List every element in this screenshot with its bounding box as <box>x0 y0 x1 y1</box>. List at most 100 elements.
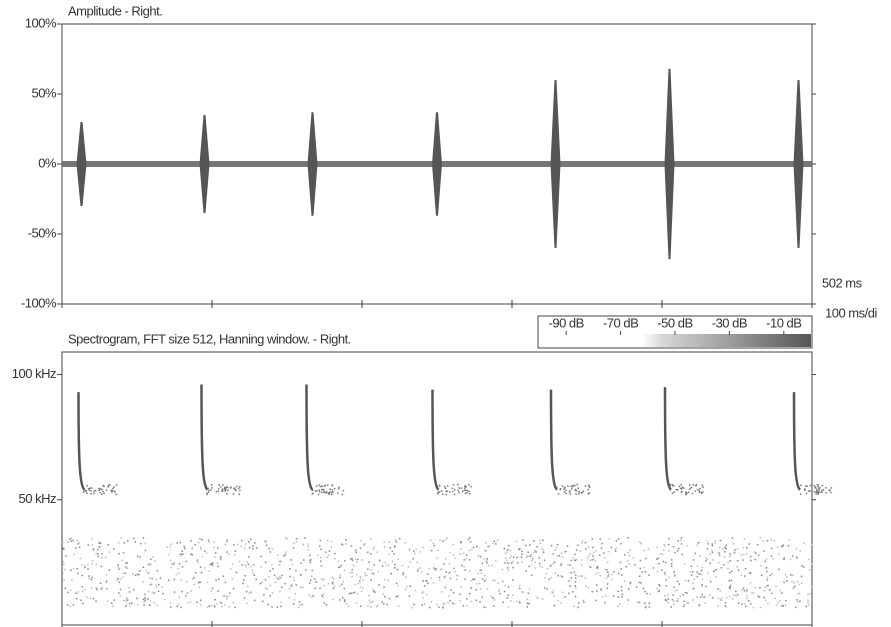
noise-speck <box>621 574 623 576</box>
noise-speck <box>760 565 762 567</box>
noise-speck <box>670 606 672 608</box>
noise-speck <box>384 546 386 548</box>
noise-speck <box>508 545 510 547</box>
noise-speck <box>193 584 195 586</box>
noise-speck <box>705 560 707 562</box>
noise-speck <box>430 540 432 542</box>
noise-speck <box>233 588 235 590</box>
noise-speck <box>502 602 504 604</box>
call-echo <box>695 491 697 493</box>
noise-speck <box>233 544 235 546</box>
noise-speck <box>117 578 119 580</box>
call-echo <box>815 486 817 488</box>
noise-speck <box>228 606 230 608</box>
call-echo <box>563 489 565 491</box>
noise-speck <box>754 587 756 589</box>
noise-speck <box>323 585 325 587</box>
noise-speck <box>795 607 797 609</box>
noise-speck <box>490 596 492 598</box>
noise-speck <box>300 587 302 589</box>
noise-speck <box>624 554 626 556</box>
call-echo <box>334 488 336 490</box>
noise-speck <box>150 558 152 560</box>
noise-speck <box>180 555 182 557</box>
noise-speck <box>389 542 391 544</box>
noise-speck <box>719 547 721 549</box>
noise-speck <box>331 547 333 549</box>
noise-speck <box>76 598 78 600</box>
noise-speck <box>801 565 803 567</box>
noise-speck <box>81 564 83 566</box>
noise-speck <box>521 562 523 564</box>
noise-speck <box>241 564 243 566</box>
noise-speck <box>128 587 130 589</box>
call <box>79 392 85 490</box>
noise-speck <box>443 576 445 578</box>
noise-speck <box>718 562 720 564</box>
noise-speck <box>806 606 808 608</box>
noise-speck <box>321 595 323 597</box>
call-echo <box>822 485 824 487</box>
noise-speck <box>84 565 86 567</box>
noise-speck <box>367 568 369 570</box>
noise-speck <box>704 603 706 605</box>
noise-speck <box>505 585 507 587</box>
noise-speck <box>607 588 609 590</box>
noise-speck <box>535 551 537 553</box>
noise-speck <box>598 572 600 574</box>
noise-speck <box>551 591 553 593</box>
noise-speck <box>585 548 587 550</box>
call-echo <box>226 493 228 495</box>
noise-speck <box>200 604 202 606</box>
noise-speck <box>692 571 694 573</box>
noise-speck <box>197 559 199 561</box>
noise-speck <box>120 589 122 591</box>
noise-speck <box>317 554 319 556</box>
noise-speck <box>729 572 731 574</box>
noise-speck <box>299 601 301 603</box>
noise-speck <box>746 553 748 555</box>
noise-speck <box>196 602 198 604</box>
noise-speck <box>62 548 64 550</box>
noise-speck <box>498 590 500 592</box>
noise-speck <box>378 571 380 573</box>
noise-speck <box>478 556 480 558</box>
noise-speck <box>595 573 597 575</box>
noise-speck <box>356 602 358 604</box>
call-echo <box>88 488 90 490</box>
noise-speck <box>678 540 680 542</box>
noise-speck <box>602 596 604 598</box>
noise-speck <box>417 562 419 564</box>
noise-speck <box>200 566 202 568</box>
noise-speck <box>699 555 701 557</box>
call-echo <box>238 488 240 490</box>
noise-speck <box>466 598 468 600</box>
noise-speck <box>360 578 362 580</box>
noise-speck <box>372 589 374 591</box>
noise-speck <box>170 602 172 604</box>
call-echo <box>815 493 817 495</box>
call-echo <box>819 492 821 494</box>
noise-speck <box>144 597 146 599</box>
noise-speck <box>394 564 396 566</box>
noise-speck <box>357 559 359 561</box>
noise-speck <box>556 547 558 549</box>
call-echo <box>804 488 806 490</box>
noise-speck <box>265 562 267 564</box>
noise-speck <box>182 553 184 555</box>
call-echo <box>576 484 578 486</box>
noise-speck <box>213 605 215 607</box>
noise-speck <box>510 555 512 557</box>
noise-speck <box>525 570 527 572</box>
call-echo <box>564 491 566 493</box>
noise-speck <box>721 567 723 569</box>
y-tick-label: 0% <box>38 155 57 170</box>
noise-speck <box>680 539 682 541</box>
call-echo <box>685 494 687 496</box>
noise-speck <box>289 597 291 599</box>
noise-speck <box>487 546 489 548</box>
noise-speck <box>799 593 801 595</box>
noise-speck <box>67 541 69 543</box>
noise-speck <box>656 588 658 590</box>
noise-speck <box>71 540 73 542</box>
